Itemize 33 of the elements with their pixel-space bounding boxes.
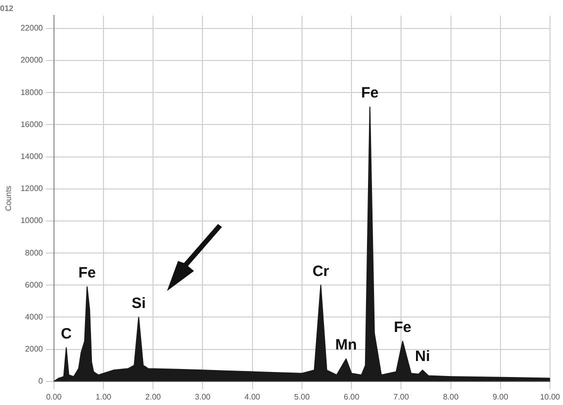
annotation: Si: [132, 294, 146, 312]
y-tick-label: 20000: [20, 56, 44, 65]
y-tick-label: 22000: [20, 24, 44, 33]
y-tick-label: 10000: [20, 216, 44, 226]
annotation: Ni: [414, 348, 430, 365]
x-tick-label: 9.00: [492, 392, 509, 402]
y-tick-label: 16000: [20, 120, 44, 129]
x-tick-label: 0.00: [46, 392, 62, 402]
chart-title: 012: [0, 4, 14, 14]
x-tick-label: 10.00: [540, 392, 561, 402]
y-tick-label: 4000: [25, 312, 44, 322]
x-tick-label: 5.00: [294, 392, 310, 402]
y-tick-label: 8000: [25, 248, 44, 258]
annotation: Fe: [78, 264, 96, 282]
x-tick-label: 2.00: [145, 392, 162, 402]
x-tick-label: 3.00: [194, 392, 212, 402]
annotation: Fe: [394, 318, 412, 336]
y-tick-label: 18000: [20, 88, 44, 97]
x-tick-label: 7.00: [393, 392, 410, 402]
x-tick-label: 4.00: [244, 392, 261, 402]
y-tick-label: 12000: [20, 184, 44, 194]
y-tick-label: 2000: [25, 344, 44, 354]
y-tick-label: 0: [38, 376, 44, 386]
annotation: Mn: [335, 336, 357, 354]
annotation: Cr: [312, 262, 330, 280]
annotation: Fe: [361, 84, 379, 102]
x-tick-label: 6.00: [344, 392, 360, 402]
y-tick-label: 14000: [20, 152, 44, 161]
y-axis-title: Counts: [4, 186, 14, 212]
y-tick-label: 6000: [25, 280, 44, 290]
x-tick-label: 8.00: [442, 392, 460, 402]
annotation: C: [60, 325, 72, 342]
x-tick-label: 1.00: [96, 392, 112, 402]
